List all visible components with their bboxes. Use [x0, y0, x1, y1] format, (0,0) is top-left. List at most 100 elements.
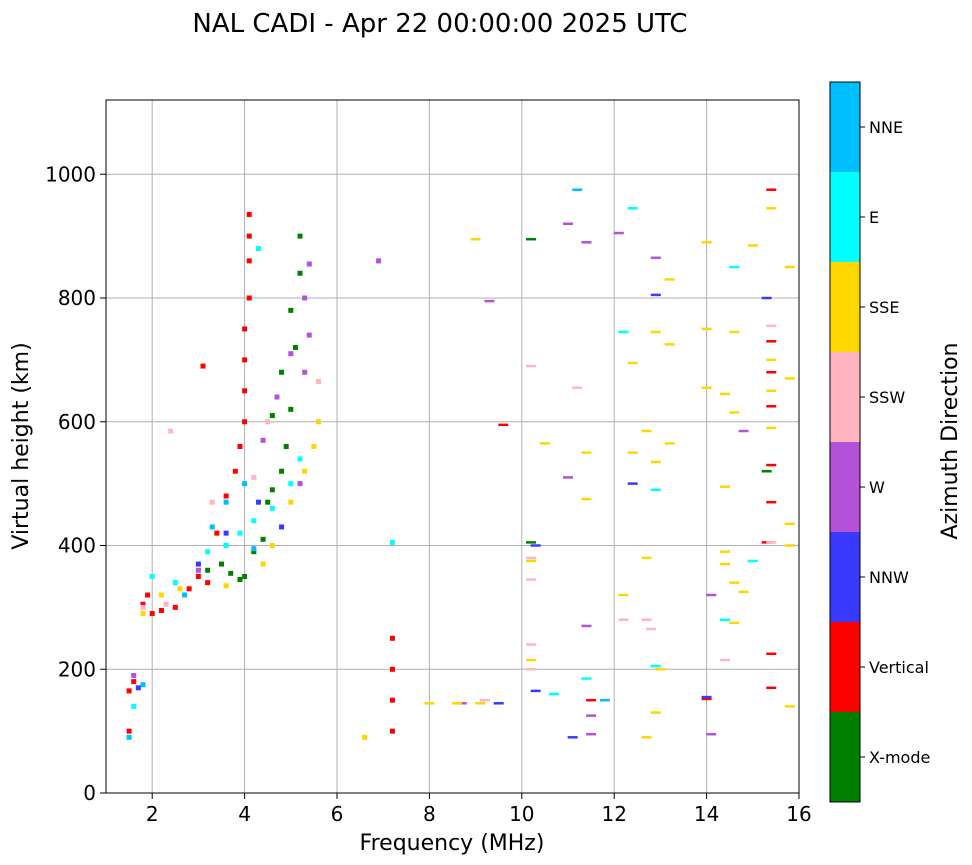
data-point	[214, 530, 220, 536]
data-point	[706, 732, 717, 736]
data-point	[655, 668, 666, 671]
data-point	[720, 550, 731, 553]
data-point	[784, 544, 795, 547]
x-tick-label: 2	[146, 802, 159, 826]
data-point	[288, 351, 294, 357]
data-point	[297, 233, 303, 239]
data-point	[761, 296, 772, 300]
data-point	[265, 499, 271, 505]
data-point	[195, 561, 201, 567]
data-point	[237, 444, 243, 449]
data-point	[526, 668, 537, 671]
data-point	[288, 307, 294, 313]
data-point	[311, 444, 317, 449]
x-tick-label: 12	[601, 802, 626, 826]
data-point	[452, 702, 463, 705]
data-point	[563, 222, 573, 225]
data-point	[205, 549, 211, 555]
data-point	[549, 692, 560, 696]
data-point	[242, 481, 248, 487]
data-point	[172, 580, 178, 586]
colorbar-segment	[830, 532, 860, 622]
data-point	[701, 697, 712, 701]
data-point	[766, 405, 777, 408]
data-point	[126, 728, 132, 734]
data-point	[563, 476, 573, 479]
data-point	[650, 664, 661, 668]
data-point	[177, 586, 183, 592]
data-point	[479, 698, 490, 702]
data-point	[530, 689, 541, 693]
data-point	[747, 244, 758, 247]
y-axis-label: Virtual height (km)	[9, 342, 34, 549]
data-point	[526, 364, 537, 368]
colorbar-segment	[830, 442, 860, 532]
data-point	[168, 428, 174, 434]
data-point	[747, 559, 758, 563]
data-point	[526, 578, 537, 581]
data-point	[149, 611, 155, 617]
data-point	[279, 524, 285, 530]
data-point	[586, 732, 597, 736]
data-point	[140, 604, 146, 610]
data-point	[729, 265, 740, 269]
data-point	[145, 592, 151, 598]
data-point	[581, 497, 592, 501]
data-point	[200, 363, 206, 369]
data-point	[701, 695, 712, 699]
y-tick-label: 600	[58, 410, 96, 434]
data-point	[316, 419, 322, 425]
data-point	[205, 580, 211, 586]
data-point	[766, 358, 777, 362]
data-point	[126, 734, 132, 740]
x-tick-label: 14	[694, 802, 719, 826]
data-points	[126, 188, 795, 740]
data-point	[269, 543, 275, 548]
data-point	[641, 736, 652, 739]
data-point	[720, 392, 731, 396]
data-point	[784, 377, 795, 380]
x-tick-label: 6	[331, 802, 344, 826]
data-point	[140, 682, 146, 688]
data-point	[362, 734, 368, 740]
data-point	[761, 470, 772, 473]
data-point	[237, 577, 243, 583]
data-point	[209, 499, 215, 505]
data-point	[470, 237, 481, 241]
data-point	[701, 386, 712, 389]
data-point	[650, 711, 661, 714]
data-point	[526, 643, 537, 646]
data-point	[232, 468, 238, 474]
data-point	[246, 258, 252, 264]
data-point	[530, 544, 541, 547]
data-point	[646, 627, 657, 631]
data-point	[223, 543, 229, 548]
data-point	[581, 624, 592, 628]
data-point	[242, 573, 248, 579]
chart-title: NAL CADI - Apr 22 00:00:00 2025 UTC	[192, 9, 687, 39]
grid-lines	[106, 100, 800, 794]
data-point	[572, 386, 583, 389]
data-point	[641, 618, 652, 621]
data-point	[242, 419, 248, 425]
colorbar-label: NNE	[869, 118, 903, 137]
data-point	[255, 499, 261, 505]
data-point	[766, 389, 777, 393]
data-point	[618, 618, 629, 621]
data-point	[140, 601, 146, 607]
data-point	[274, 394, 280, 400]
data-point	[269, 487, 275, 493]
data-point	[376, 258, 382, 264]
colorbar-label: NNW	[869, 568, 909, 587]
data-point	[131, 679, 137, 685]
x-axis-label: Frequency (MHz)	[360, 831, 545, 856]
data-point	[720, 658, 731, 662]
colorbar-segment	[830, 622, 860, 712]
data-point	[641, 429, 652, 433]
data-point	[186, 586, 192, 592]
x-tick-label: 4	[238, 802, 251, 826]
data-point	[729, 411, 740, 414]
data-point	[279, 468, 285, 474]
data-point	[618, 330, 629, 334]
